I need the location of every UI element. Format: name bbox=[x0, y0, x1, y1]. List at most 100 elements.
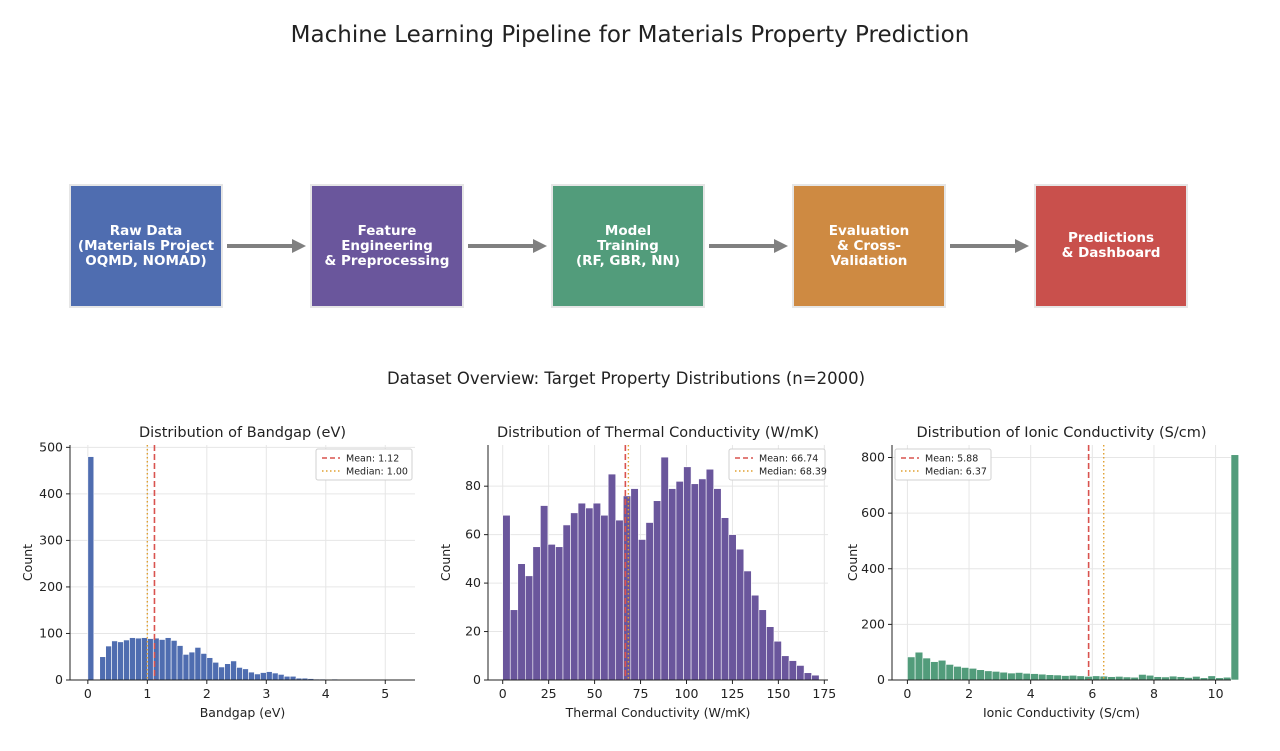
x-tick-label: 0 bbox=[84, 686, 92, 701]
histogram-bar bbox=[937, 659, 947, 681]
histogram-bar bbox=[922, 657, 931, 681]
legend-box bbox=[894, 448, 992, 481]
x-tick-label: 0 bbox=[499, 686, 507, 701]
histogram-bar bbox=[720, 517, 730, 681]
histogram-bar bbox=[99, 656, 106, 681]
histogram-bar bbox=[1138, 674, 1147, 681]
legend-median-label: Median: 68.39 bbox=[759, 467, 827, 478]
arrow-icon bbox=[468, 239, 547, 253]
y-tick-label: 800 bbox=[861, 450, 885, 465]
histogram-bar bbox=[170, 640, 178, 681]
histogram-bar bbox=[129, 637, 136, 681]
stage-raw-data: Raw Data (Materials Project OQMD, NOMAD) bbox=[69, 184, 223, 308]
legend-mean-label: Mean: 66.74 bbox=[759, 454, 818, 465]
histogram-bar bbox=[1007, 672, 1016, 681]
histogram-bar bbox=[991, 671, 1001, 681]
histogram-bar bbox=[1169, 675, 1178, 681]
histogram-bar bbox=[1153, 676, 1162, 681]
histogram-bar bbox=[1176, 676, 1186, 681]
histogram-bar bbox=[502, 514, 511, 681]
histogram-bar bbox=[999, 671, 1008, 681]
histogram-bar bbox=[224, 663, 231, 681]
histogram-bar bbox=[803, 672, 812, 681]
histogram-bar bbox=[1145, 674, 1155, 681]
histogram-bar bbox=[630, 488, 639, 681]
x-tick-label: 100 bbox=[675, 686, 699, 701]
histogram-bar bbox=[1076, 675, 1085, 681]
histogram-bar bbox=[592, 502, 601, 681]
histogram-bar bbox=[236, 667, 243, 681]
histogram-bar bbox=[105, 645, 112, 681]
histogram-bar bbox=[945, 664, 954, 681]
histogram-bar bbox=[248, 671, 255, 681]
histogram-bar bbox=[532, 546, 541, 681]
legend-median-label: Median: 6.37 bbox=[925, 467, 987, 478]
histogram-bar bbox=[135, 637, 142, 681]
legend-median-label: Median: 1.00 bbox=[346, 467, 408, 478]
ionic-conductivity-histogram: 0 2 4 6 8 10 0 200 400 600 800 Distribution of Ioni… bbox=[845, 425, 1240, 720]
histogram-bar bbox=[930, 661, 939, 681]
x-axis-label: Bandgap (eV) bbox=[200, 705, 286, 720]
histogram-bar bbox=[668, 488, 677, 681]
histogram-bar bbox=[509, 609, 519, 681]
histogram-bar bbox=[1192, 676, 1201, 681]
y-tick-label: 200 bbox=[861, 616, 885, 631]
x-tick-label: 25 bbox=[541, 686, 557, 701]
stage-predictions: Predictions & Dashboard bbox=[1034, 184, 1188, 308]
histogram-bar bbox=[1092, 675, 1101, 681]
x-tick-label: 10 bbox=[1208, 686, 1224, 701]
y-tick-label: 0 bbox=[877, 672, 885, 687]
histogram-bar bbox=[1115, 676, 1124, 681]
y-tick-label: 400 bbox=[861, 561, 885, 576]
histogram-bar bbox=[811, 674, 820, 681]
histogram-bar bbox=[525, 575, 534, 681]
histogram-bar bbox=[555, 546, 564, 681]
histogram-bar bbox=[206, 657, 214, 681]
arrow-icon bbox=[227, 239, 306, 253]
histogram-bar bbox=[200, 653, 208, 681]
histogram-bar bbox=[735, 548, 745, 681]
histogram-bar bbox=[289, 675, 297, 681]
histogram-bar bbox=[728, 534, 737, 681]
histogram-bar bbox=[788, 660, 797, 681]
legend-mean-label: Mean: 1.12 bbox=[346, 454, 399, 465]
histogram-bar bbox=[976, 669, 985, 681]
chart-title: Distribution of Ionic Conductivity (S/cm… bbox=[917, 425, 1207, 441]
histogram-bar bbox=[1053, 674, 1062, 681]
arrow-icon bbox=[709, 239, 788, 253]
y-tick-label: 20 bbox=[465, 624, 481, 639]
histogram-bar bbox=[758, 609, 767, 681]
bandgap-histogram: 0 1 2 3 4 5 0 100 200 300 400 500 Distribution of Ba… bbox=[20, 425, 415, 720]
x-tick-label: 8 bbox=[1150, 686, 1158, 701]
x-axis-label: Thermal Conductivity (W/mK) bbox=[565, 705, 751, 720]
y-tick-label: 500 bbox=[39, 439, 63, 454]
histogram-bar bbox=[713, 488, 722, 681]
y-axis-label: Count bbox=[20, 544, 35, 581]
x-tick-label: 2 bbox=[203, 686, 211, 701]
histogram-bar bbox=[796, 665, 805, 681]
x-tick-label: 0 bbox=[903, 686, 911, 701]
histogram-bar bbox=[766, 626, 775, 681]
histogram-bar bbox=[953, 666, 962, 681]
x-tick-label: 150 bbox=[766, 686, 790, 701]
histogram-bar bbox=[212, 662, 220, 681]
histogram-bar bbox=[265, 671, 273, 681]
histogram-bar bbox=[547, 544, 556, 681]
histogram-bar bbox=[182, 654, 190, 681]
histogram-bar bbox=[743, 570, 752, 681]
thermal-conductivity-histogram: 0 25 50 75 100 125 150 175 0 20 40 60 80 Distribution… bbox=[438, 425, 836, 720]
x-tick-label: 175 bbox=[812, 686, 836, 701]
y-axis-label: Count bbox=[845, 544, 860, 581]
histogram-bar bbox=[1045, 674, 1055, 681]
main-title: Machine Learning Pipeline for Materials … bbox=[290, 22, 970, 48]
histogram-bar bbox=[645, 522, 654, 681]
histogram-bar bbox=[577, 502, 586, 681]
histogram-bar bbox=[638, 539, 647, 681]
histogram-bar bbox=[907, 656, 916, 681]
x-tick-label: 50 bbox=[587, 686, 603, 701]
x-tick-label: 2 bbox=[965, 686, 973, 701]
histogram-bar bbox=[622, 495, 632, 681]
histogram-bar bbox=[260, 672, 267, 681]
histogram-bar bbox=[585, 507, 594, 681]
histogram-bar bbox=[111, 640, 118, 681]
